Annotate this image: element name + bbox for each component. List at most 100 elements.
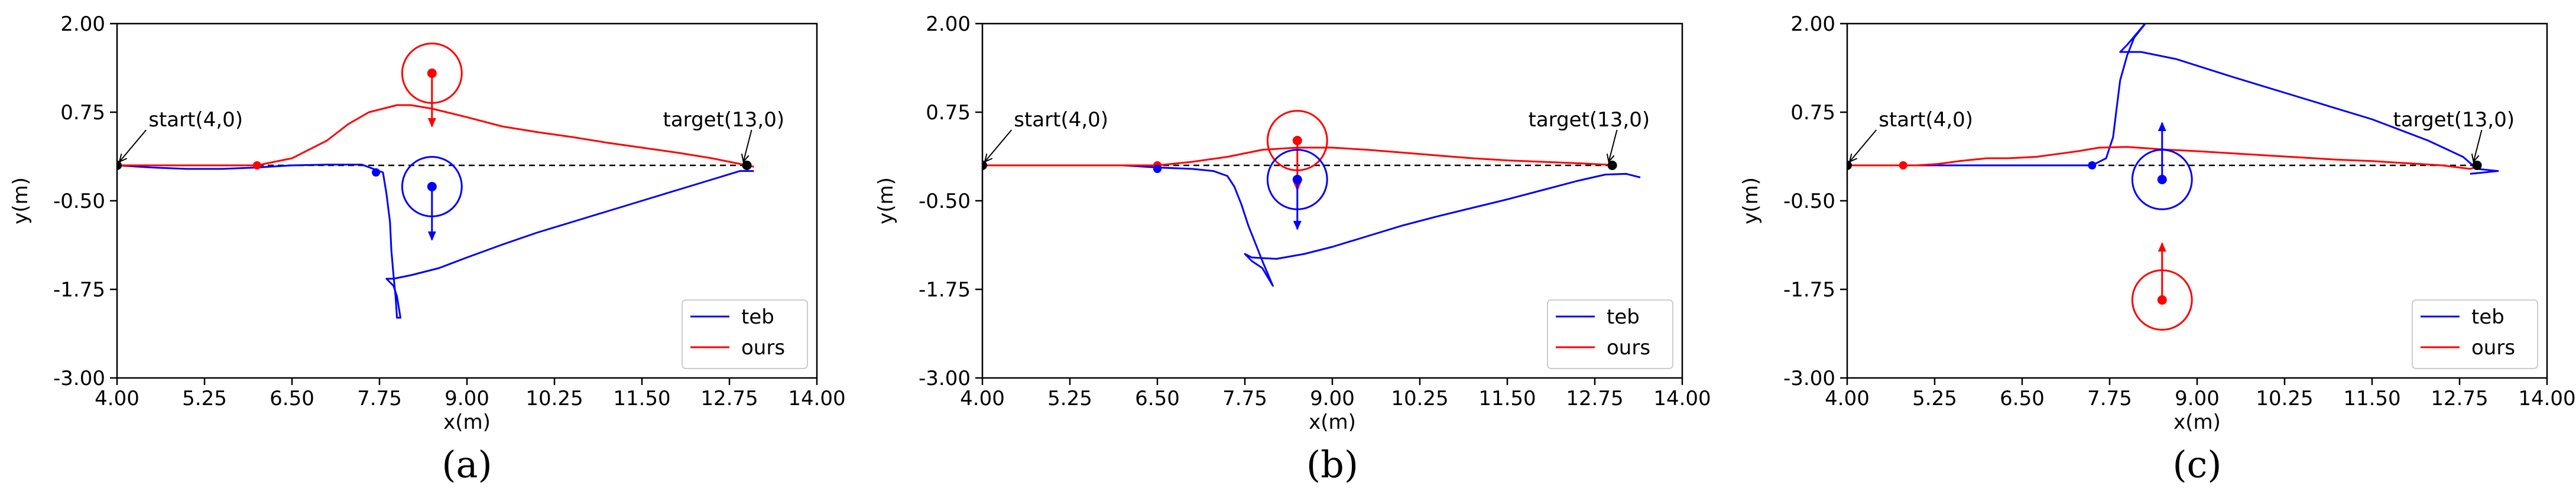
y-axis-label: y(m) (874, 177, 898, 224)
x-tick-label: 9.00 (2175, 387, 2220, 410)
x-axis-label: x(m) (1309, 410, 1356, 434)
y-tick-label: -3.00 (1783, 367, 1835, 390)
legend-label-ours: ours (2471, 336, 2515, 360)
legend-label-teb: teb (2471, 305, 2504, 329)
obstacle-arrowhead (427, 231, 436, 241)
obstacle-arrowhead (1293, 221, 1302, 230)
annotation-label: target(13,0) (1529, 108, 1650, 132)
x-axis-label: x(m) (2173, 410, 2221, 434)
panel-caption: (b) (1306, 443, 1358, 486)
annotation-label: target(13,0) (2393, 108, 2515, 132)
chart-panel-a: 4.00 5.25 6.50 7.75 9.00 10.25 11.50 12.75 14.00… (9, 12, 846, 486)
x-tick-label: 12.75 (2431, 387, 2488, 410)
annotation-arrowhead (2471, 154, 2480, 164)
endpoint-marker (742, 161, 752, 170)
y-axis-label: y(m) (9, 177, 33, 224)
x-tick-label: 12.75 (700, 387, 758, 410)
endpoint-marker (1847, 161, 1852, 170)
legend-label-teb: teb (741, 305, 774, 329)
annotation-arrow (1608, 129, 1618, 162)
trajectory-marker (1153, 165, 1162, 173)
x-tick-label: 9.00 (445, 387, 489, 410)
y-tick-label: -0.50 (919, 190, 971, 213)
y-tick-label: -3.00 (53, 367, 105, 390)
series-line-teb (117, 164, 754, 319)
y-tick-label: 2.00 (926, 12, 971, 36)
y-tick-label: -1.75 (919, 278, 971, 302)
x-tick-label: 4.00 (960, 387, 1005, 410)
annotation-arrowhead (118, 154, 128, 163)
annotation-arrowhead (1606, 154, 1615, 164)
plot-area (117, 43, 754, 319)
trajectory-marker (252, 161, 261, 169)
x-tick-label: 11.50 (2343, 387, 2400, 410)
x-tick-label: 9.00 (1310, 387, 1355, 410)
endpoint-marker (1607, 161, 1617, 170)
x-tick-label: 7.75 (1222, 387, 1267, 410)
x-tick-label: 6.50 (1135, 387, 1180, 410)
y-tick-label: -0.50 (53, 190, 105, 213)
series-line-ours (982, 146, 1613, 167)
y-tick-label: 0.75 (60, 101, 105, 125)
series-line-ours (1847, 146, 2478, 170)
panel-caption: (c) (2172, 443, 2221, 486)
x-tick-label: 10.25 (525, 387, 583, 410)
annotation-label: start(4,0) (148, 108, 243, 132)
y-tick-label: 0.75 (1790, 101, 1835, 125)
obstacle-arrowhead (2158, 122, 2166, 131)
x-tick-label: 14.00 (2518, 387, 2575, 410)
annotation-arrow (984, 129, 1013, 162)
annotation-arrow (2473, 129, 2483, 162)
plot-area (1847, 24, 2499, 331)
annotation-arrowhead (984, 154, 993, 163)
annotation-arrow (742, 129, 752, 162)
trajectory-marker (1899, 161, 1907, 169)
x-tick-label: 5.25 (1912, 387, 1957, 410)
annotation-label: start(4,0) (1014, 108, 1108, 132)
annotation-arrow (1849, 129, 1877, 162)
annotation-arrowhead (1848, 154, 1858, 163)
trajectory-marker (372, 168, 381, 177)
y-tick-label: 0.75 (926, 101, 971, 125)
endpoint-marker (982, 161, 987, 170)
annotation-arrow (119, 129, 147, 162)
x-tick-label: 12.75 (1566, 387, 1623, 410)
x-tick-label: 11.50 (613, 387, 670, 410)
x-tick-label: 5.25 (182, 387, 227, 410)
series-line-teb (1847, 24, 2499, 175)
x-tick-label: 6.50 (2000, 387, 2045, 410)
chart-panel-c: 4.00 5.25 6.50 7.75 9.00 10.25 11.50 12.75 14.00… (1739, 12, 2576, 486)
y-tick-label: -1.75 (1783, 278, 1835, 302)
x-tick-label: 10.25 (2256, 387, 2313, 410)
series-line-ours (117, 104, 754, 168)
x-tick-label: 11.50 (1478, 387, 1536, 410)
x-tick-label: 7.75 (2087, 387, 2132, 410)
obstacle-arrowhead (2158, 242, 2166, 252)
x-tick-label: 5.25 (1047, 387, 1092, 410)
annotation-label: start(4,0) (1879, 108, 1973, 132)
y-tick-label: 2.00 (1790, 12, 1835, 36)
x-axis-label: x(m) (443, 410, 491, 434)
y-tick-label: -3.00 (919, 367, 971, 390)
legend-label-ours: ours (1607, 336, 1650, 360)
endpoint-marker (117, 161, 122, 170)
x-tick-label: 7.75 (357, 387, 402, 410)
x-tick-label: 4.00 (1825, 387, 1870, 410)
plot-area (982, 110, 1641, 287)
panel-caption: (a) (442, 443, 492, 486)
chart-panel-b: 4.00 5.25 6.50 7.75 9.00 10.25 11.50 12.75 14.00… (874, 12, 1711, 486)
endpoint-marker (2472, 161, 2482, 170)
legend-label-teb: teb (1607, 305, 1640, 329)
y-axis-label: y(m) (1739, 177, 1763, 224)
series-line-teb (982, 164, 1641, 287)
x-tick-label: 14.00 (1653, 387, 1711, 410)
x-tick-label: 4.00 (95, 387, 139, 410)
y-tick-label: -1.75 (53, 278, 105, 302)
obstacle-arrowhead (427, 118, 436, 128)
x-tick-label: 6.50 (270, 387, 314, 410)
x-tick-label: 14.00 (788, 387, 845, 410)
trajectory-marker (2088, 161, 2097, 169)
annotation-arrowhead (741, 154, 750, 164)
x-tick-label: 10.25 (1391, 387, 1448, 410)
